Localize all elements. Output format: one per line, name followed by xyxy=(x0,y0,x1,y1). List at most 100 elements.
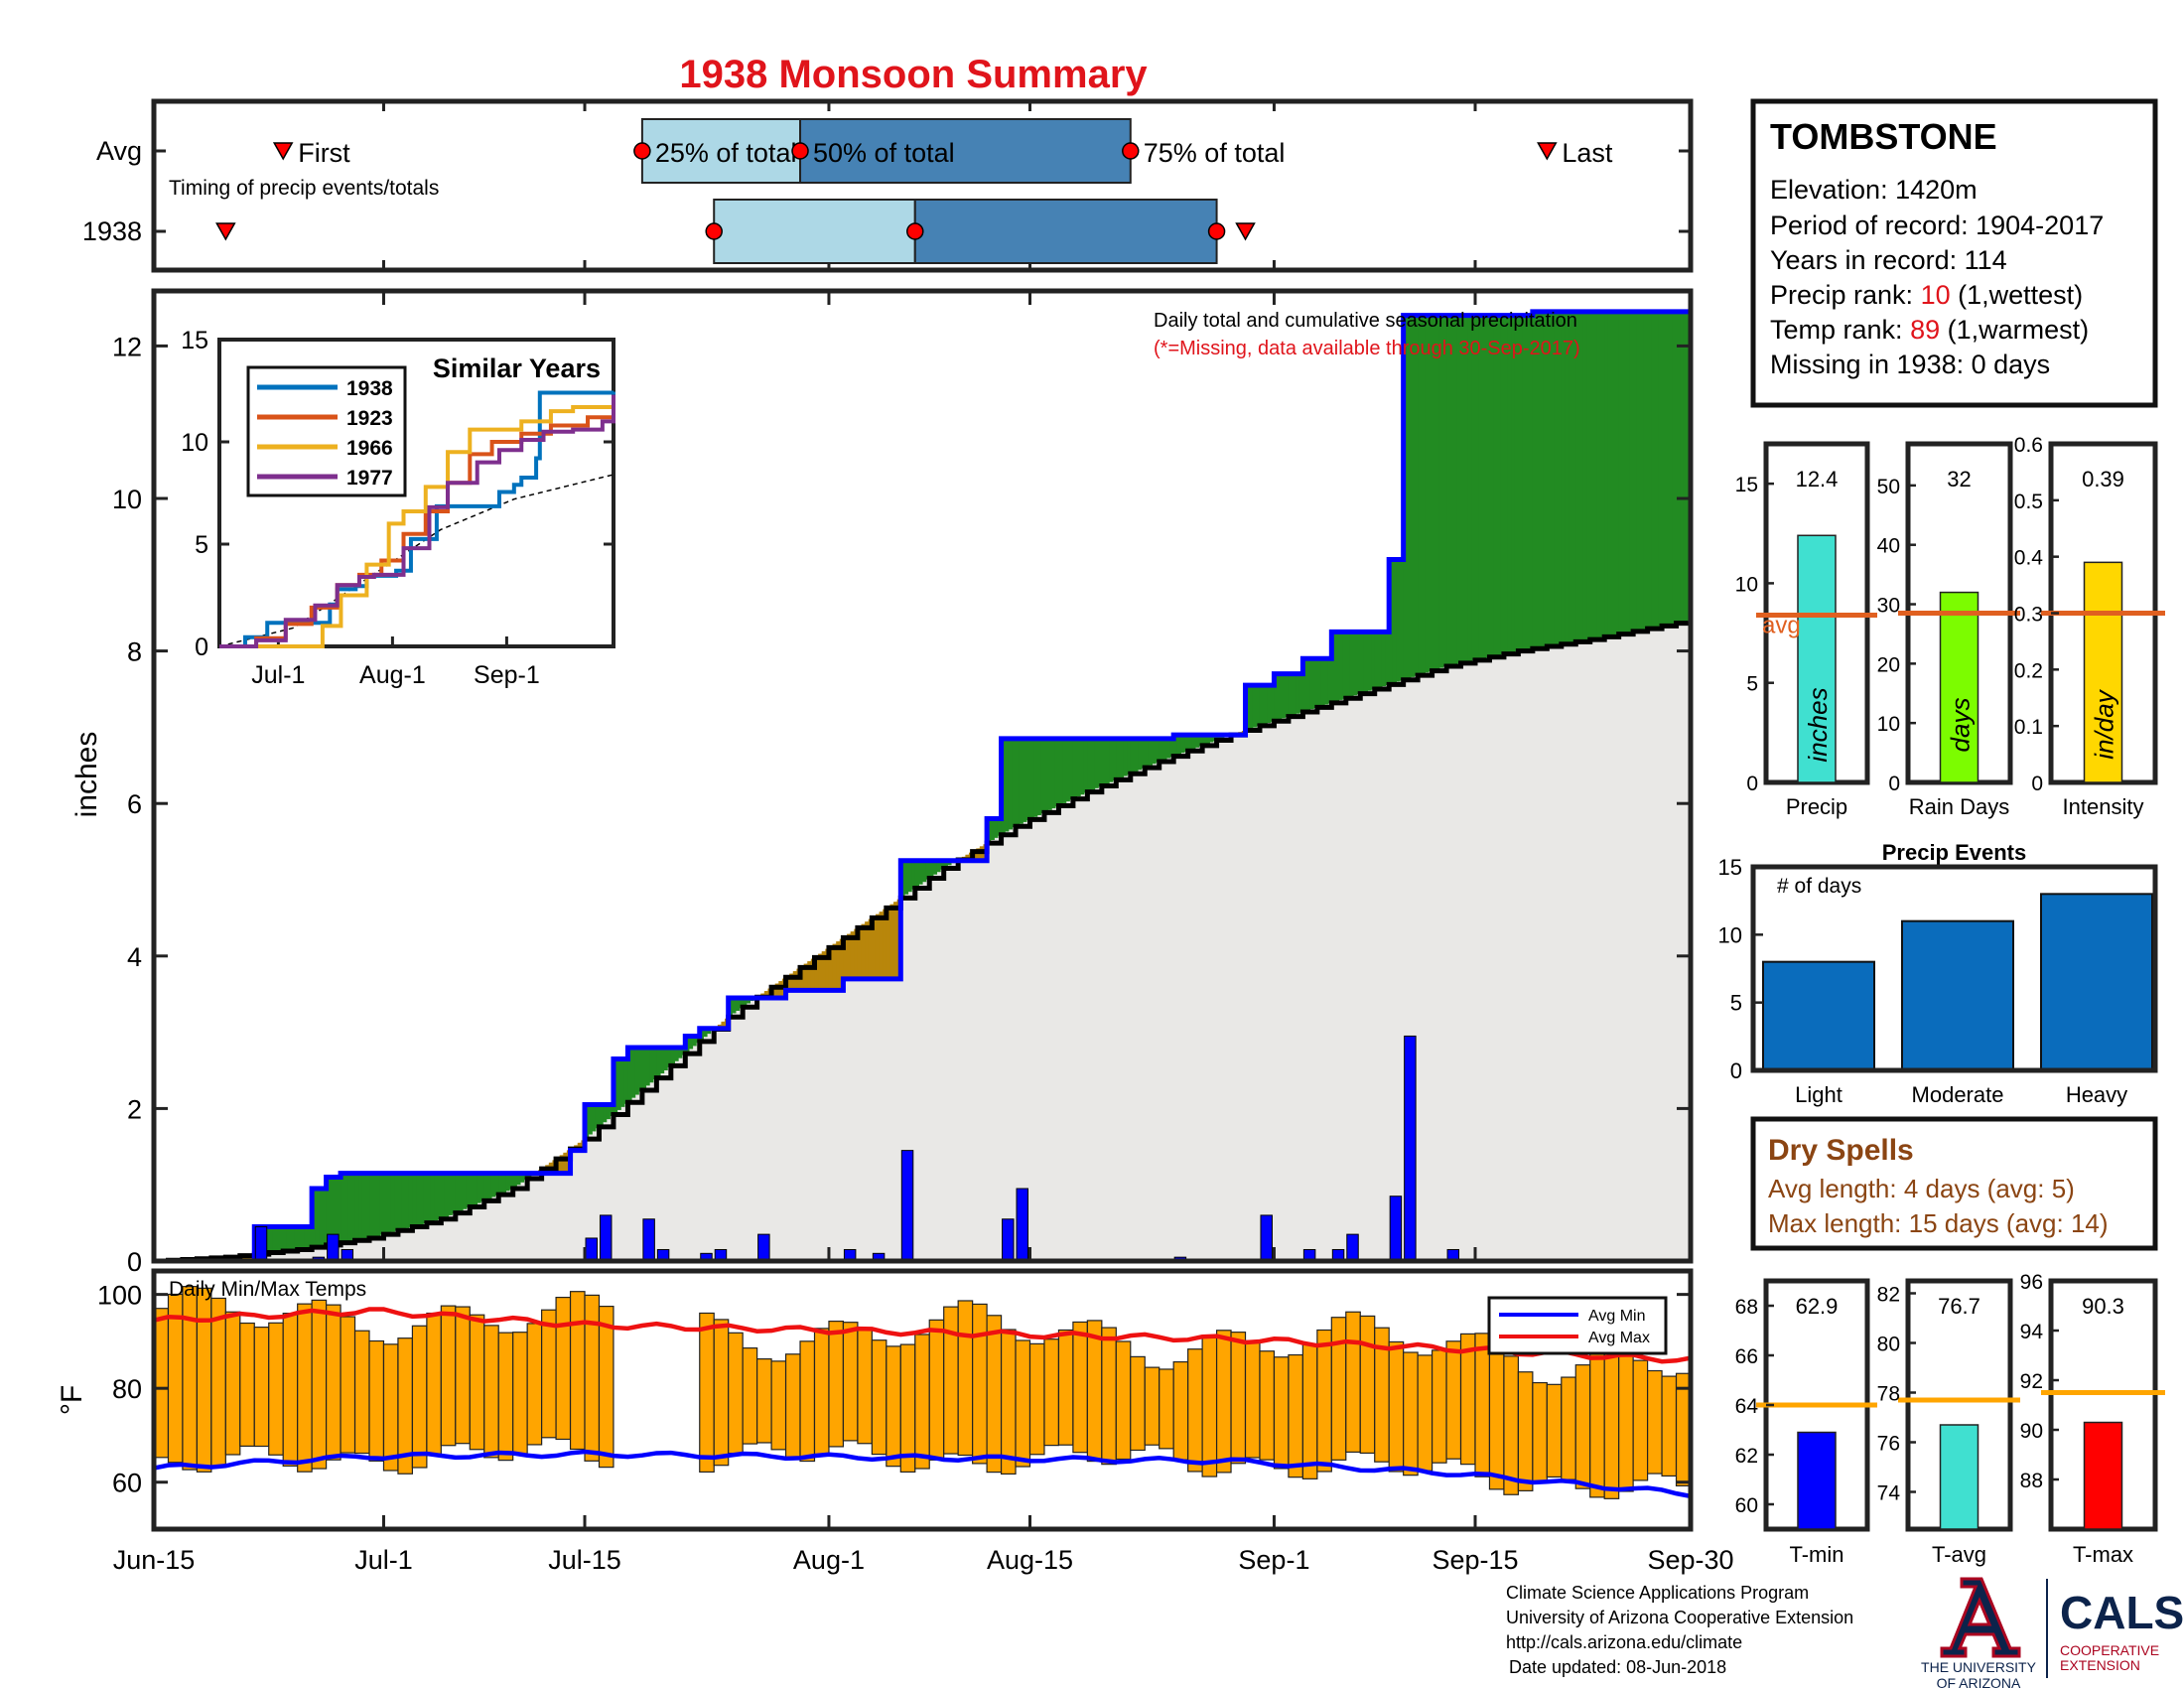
below-average-area xyxy=(836,941,841,991)
above-average-area xyxy=(1554,311,1559,645)
above-average-area xyxy=(459,1173,464,1211)
above-average-area xyxy=(1378,632,1383,688)
daily-temp-bar xyxy=(1561,1376,1576,1480)
above-average-area xyxy=(606,1104,611,1120)
above-average-area xyxy=(1278,673,1283,720)
above-average-area xyxy=(483,1173,488,1200)
above-average-area xyxy=(501,1173,507,1193)
daily-temp-bar xyxy=(1015,1339,1031,1468)
tsum-xlabel-1: T-avg xyxy=(1932,1542,1986,1567)
above-average-area xyxy=(1669,311,1674,625)
above-average-area xyxy=(659,1047,665,1074)
above-average-area xyxy=(1331,632,1336,703)
daily-temp-bar xyxy=(1201,1336,1218,1477)
above-average-area xyxy=(1536,311,1541,648)
daily-temp-bar xyxy=(555,1296,572,1441)
daily-temp-bar xyxy=(1086,1320,1103,1463)
above-average-area xyxy=(1267,685,1272,723)
above-average-area xyxy=(1438,315,1444,668)
university-logo: THE UNIVERSITY OF ARIZONA CALS COOPERATI… xyxy=(1921,1577,2184,1688)
below-average-area xyxy=(886,907,891,979)
above-average-area xyxy=(394,1173,399,1231)
above-average-area xyxy=(1109,738,1114,782)
above-average-area xyxy=(1051,738,1056,809)
daily-temp-bar xyxy=(455,1306,471,1445)
xtick-label: Sep-30 xyxy=(1647,1545,1733,1575)
daily-temp-bar xyxy=(584,1294,601,1462)
above-average-area xyxy=(470,1173,475,1206)
daily-temp-bar xyxy=(1546,1383,1563,1478)
above-average-area xyxy=(441,1173,446,1218)
above-average-area xyxy=(315,1189,320,1247)
daily-temp-bar xyxy=(857,1330,873,1445)
below-average-area xyxy=(774,983,779,999)
above-average-area xyxy=(1676,311,1681,624)
temps-legend-label: Avg Max xyxy=(1588,1330,1650,1346)
above-average-area xyxy=(1191,735,1196,750)
inset-ytick-label: 10 xyxy=(181,429,208,457)
above-average-area xyxy=(1320,658,1325,706)
daily-temp-bar xyxy=(1244,1339,1261,1459)
timing-pct-marker xyxy=(906,222,924,240)
daily-precip-bar xyxy=(599,1214,613,1262)
dry-spells-max-length: Max length: 15 days (avg: 14) xyxy=(1768,1208,2109,1238)
below-average-area xyxy=(807,961,812,991)
main-ytick-label: 4 xyxy=(127,942,142,972)
station-missing: Missing in 1938: 0 days xyxy=(1770,350,2050,379)
timing-pct-label: 75% of total xyxy=(1144,138,1286,168)
tsum-ytick-label: 90 xyxy=(2020,1420,2043,1443)
above-average-area xyxy=(1101,738,1107,785)
above-average-area xyxy=(911,860,916,890)
above-average-area xyxy=(1058,738,1063,805)
average-cumulative-line xyxy=(154,620,1694,1264)
station-elevation: Elevation: 1420m xyxy=(1770,175,1978,205)
inset-series-1977 xyxy=(219,394,615,648)
daily-temp-bar xyxy=(1259,1350,1276,1461)
timing-box-50-75 xyxy=(799,118,1132,184)
above-average-area xyxy=(1274,673,1279,721)
above-average-area xyxy=(1522,315,1527,650)
above-average-area xyxy=(1518,315,1523,651)
above-average-area xyxy=(1565,311,1570,643)
psum-value-0: 12.4 xyxy=(1796,467,1839,492)
above-average-area xyxy=(1134,738,1139,772)
above-average-area xyxy=(1281,673,1286,719)
above-average-area xyxy=(1571,311,1576,642)
daily-temp-bar xyxy=(512,1332,528,1456)
above-average-area xyxy=(1025,738,1031,821)
daily-temp-bar xyxy=(1431,1349,1447,1464)
above-average-area xyxy=(932,860,938,875)
dry-spells-box: Dry Spells Avg length: 4 days (avg: 5) M… xyxy=(1750,1116,2158,1251)
daily-temp-bar xyxy=(1503,1355,1519,1495)
above-average-area xyxy=(1507,315,1512,653)
above-average-area xyxy=(1138,738,1143,771)
tsum-ytick-label: 96 xyxy=(2020,1271,2043,1294)
above-average-area xyxy=(1033,738,1038,817)
tsum-xlabel-0: T-min xyxy=(1790,1542,1844,1567)
events-xlabel: Moderate xyxy=(1912,1082,2004,1107)
daily-temp-bar xyxy=(1517,1371,1534,1491)
above-average-area xyxy=(319,1189,324,1246)
above-average-area xyxy=(1618,311,1623,634)
tsum-ytick-label: 80 xyxy=(1877,1334,1900,1356)
above-average-area xyxy=(1662,311,1667,627)
xtick-label: Jun-15 xyxy=(113,1545,196,1575)
above-average-area xyxy=(1040,738,1045,814)
above-average-area xyxy=(379,1173,385,1235)
daily-temp-bar xyxy=(353,1330,370,1455)
daily-temp-bar xyxy=(1000,1329,1017,1476)
above-average-area xyxy=(1489,315,1494,657)
inset-title: Similar Years xyxy=(433,353,601,383)
below-average-area xyxy=(763,991,769,999)
above-average-area xyxy=(703,1028,708,1038)
psum-ytick-label: 0.5 xyxy=(2014,491,2043,513)
above-average-area xyxy=(1259,685,1265,726)
dry-spells-title: Dry Spells xyxy=(1768,1134,1914,1167)
above-average-area xyxy=(1385,632,1390,685)
inset-series-1938 xyxy=(219,390,615,648)
events-bar-Light xyxy=(1762,960,1875,1072)
above-average-area xyxy=(1392,559,1398,683)
above-average-area xyxy=(1288,673,1294,717)
daily-precip-bar xyxy=(642,1218,655,1262)
above-average-area xyxy=(1054,738,1060,807)
